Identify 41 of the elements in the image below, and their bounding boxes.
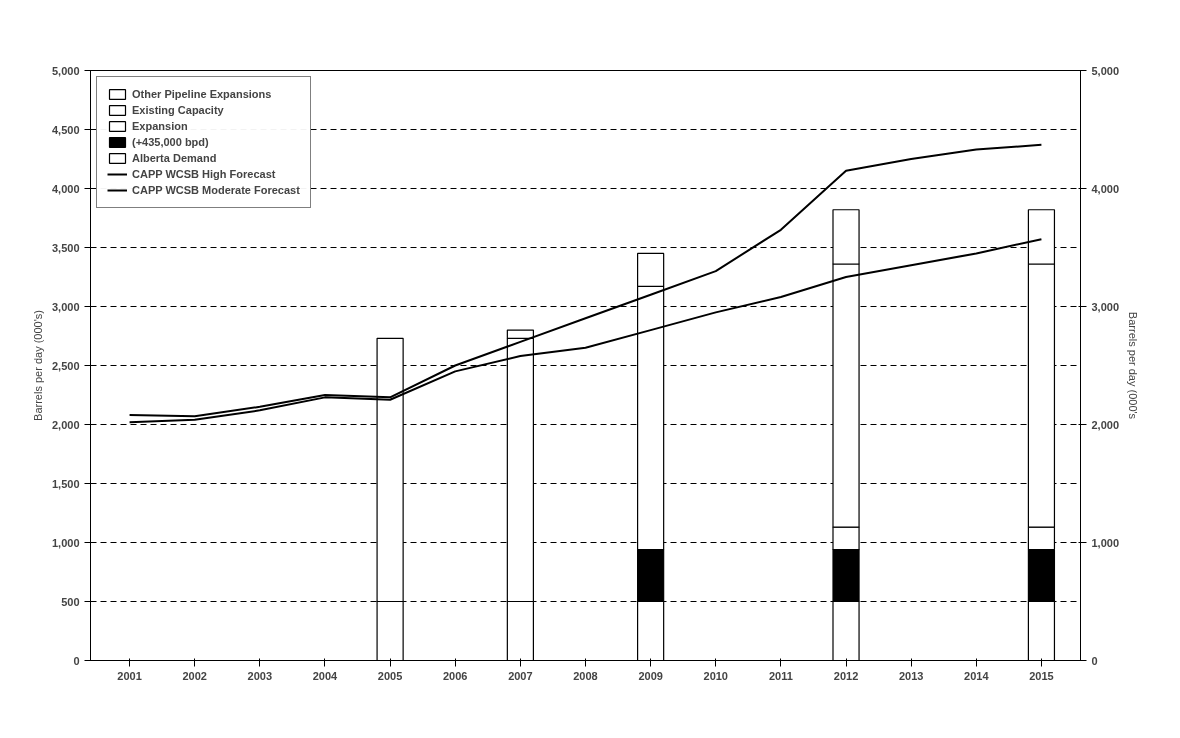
x-tick-label: 2014 [964, 669, 990, 682]
y-tick-label: 1,000 [51, 536, 80, 549]
y2-tick-label: 0 [1091, 654, 1098, 667]
y-tick-label: 4,000 [51, 182, 80, 195]
legend-label: (+435,000 bpd) [132, 135, 209, 149]
y2-tick-label: 3,000 [1091, 300, 1120, 313]
legend-label: Other Pipeline Expansions [132, 87, 272, 101]
y-tick-label: 0 [73, 654, 80, 667]
y2-axis-title: Barrels per day (000's [1127, 311, 1140, 420]
y-tick-label: 3,000 [51, 300, 80, 313]
y2-tick-label: 1,000 [1091, 536, 1120, 549]
y-tick-label: 4,500 [51, 123, 80, 136]
x-tick-label: 2009 [638, 669, 663, 682]
y-axis-title: Barrels per day (000's) [31, 310, 44, 421]
legend-label: Expansion [132, 119, 188, 133]
x-tick-label: 2008 [573, 669, 598, 682]
y2-tick-label: 4,000 [1091, 182, 1120, 195]
y-tick-label: 2,000 [51, 418, 80, 431]
x-tick-label: 2011 [768, 669, 793, 682]
x-tick-label: 2002 [182, 669, 207, 682]
x-tick-label: 2004 [312, 669, 339, 682]
y-tick-label: 3,500 [51, 241, 80, 254]
x-tick-label: 2005 [377, 669, 403, 682]
x-tick-label: 2013 [898, 669, 924, 682]
legend-label: CAPP WCSB High Forecast [132, 167, 276, 181]
legend-label: Existing Capacity [132, 103, 224, 117]
y-tick-label: 5,000 [51, 64, 80, 77]
legend-label: CAPP WCSB Moderate Forecast [132, 183, 300, 197]
x-tick-label: 2012 [833, 669, 859, 682]
y-tick-label: 1,500 [51, 477, 80, 490]
legend-label: Alberta Demand [132, 151, 217, 165]
x-tick-label: 2001 [117, 669, 142, 682]
y-tick-label: 2,500 [51, 359, 80, 372]
y2-tick-label: 5,000 [1091, 64, 1120, 77]
y2-tick-label: 2,000 [1091, 418, 1120, 431]
x-tick-label: 2003 [247, 669, 273, 682]
y-tick-label: 500 [61, 595, 80, 608]
x-tick-label: 2007 [508, 669, 533, 682]
x-tick-label: 2015 [1029, 669, 1054, 682]
x-tick-label: 2010 [703, 669, 729, 682]
x-tick-label: 2006 [443, 669, 468, 682]
